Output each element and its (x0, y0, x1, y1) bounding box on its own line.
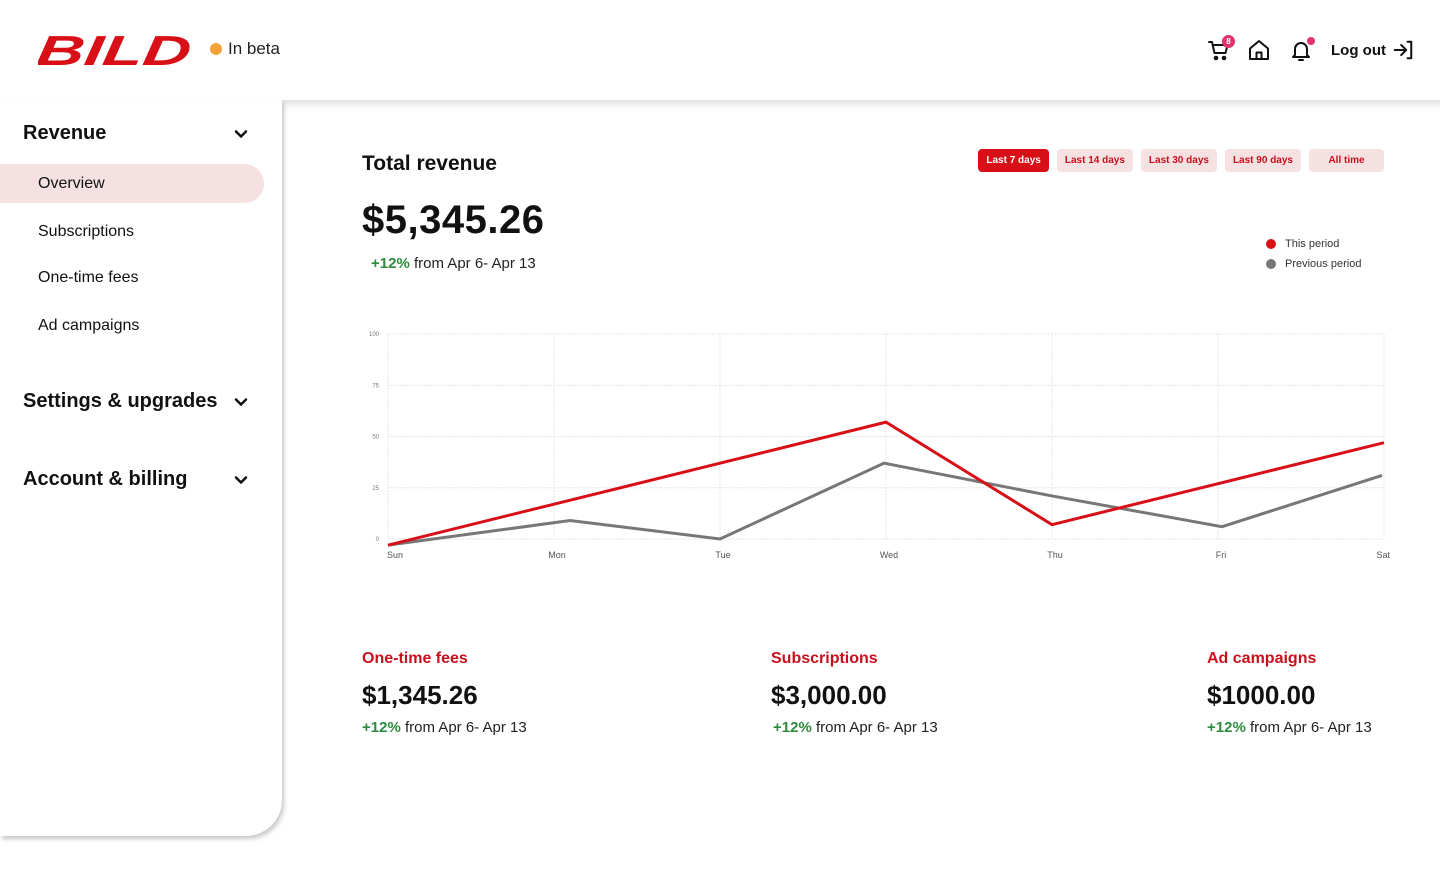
card-label: Ad campaigns (1207, 650, 1317, 667)
svg-text:Tue: Tue (715, 550, 730, 560)
legend-label: Previous period (1285, 258, 1362, 270)
section-label: Revenue (23, 122, 107, 144)
legend-label: This period (1285, 238, 1340, 250)
range-last-7-days[interactable]: Last 7 days (978, 149, 1049, 172)
range-all-time[interactable]: All time (1309, 149, 1384, 172)
sidebar-section-account-billing[interactable]: Account & billing (23, 468, 249, 491)
beta-label: In beta (228, 39, 280, 58)
sidebar: Revenue Overview Subscriptions One-time … (0, 100, 282, 836)
card-label: One-time fees (362, 650, 468, 667)
cart-button[interactable]: 8 (1203, 34, 1236, 66)
notification-dot (1307, 37, 1316, 45)
delta-text: from Apr 6- Apr 13 (815, 719, 938, 736)
sidebar-item-label: Ad campaigns (38, 316, 140, 334)
delta-text: from Apr 6- Apr 13 (404, 719, 527, 736)
card-label: Subscriptions (771, 650, 878, 667)
top-header: BILD In beta 8 Log (0, 0, 1440, 100)
home-icon (1249, 40, 1270, 60)
legend-dot-red (1266, 239, 1276, 249)
header-actions: 8 Log out (1203, 34, 1414, 66)
cart-count-badge: 8 (1222, 35, 1236, 48)
chevron-down-icon (234, 475, 248, 484)
card-delta: +12% from Apr 6- Apr 13 (1207, 719, 1372, 736)
sidebar-item-subscriptions[interactable]: Subscriptions (0, 212, 264, 251)
legend-dot-gray (1266, 259, 1276, 269)
svg-text:0: 0 (376, 537, 380, 543)
logout-label: Log out (1331, 41, 1386, 59)
sidebar-item-overview[interactable]: Overview (0, 164, 264, 203)
page-title: Total revenue (362, 152, 497, 175)
range-last-30-days[interactable]: Last 30 days (1140, 149, 1217, 172)
range-last-90-days[interactable]: Last 90 days (1224, 149, 1301, 172)
legend-item-previous-period[interactable]: Previous period (1266, 254, 1361, 274)
logout-arrow-icon (1393, 40, 1413, 60)
svg-text:75: 75 (372, 383, 379, 389)
card-value: $1,345.26 (362, 680, 478, 710)
sidebar-item-label: Overview (38, 174, 105, 192)
date-range-selector: Last 7 days Last 14 days Last 30 days La… (978, 149, 1384, 172)
range-last-14-days[interactable]: Last 14 days (1056, 149, 1133, 172)
svg-text:25: 25 (372, 486, 379, 492)
svg-text:BILD: BILD (38, 30, 194, 70)
total-revenue-delta: +12% from Apr 6- Apr 13 (371, 255, 536, 272)
bild-logo[interactable]: BILD (38, 30, 198, 70)
svg-text:50: 50 (372, 435, 379, 441)
delta-percent: +12% (362, 719, 401, 736)
svg-text:Mon: Mon (548, 550, 566, 560)
sidebar-section-settings[interactable]: Settings & upgrades (23, 390, 249, 413)
sidebar-item-one-time-fees[interactable]: One-time fees (0, 258, 264, 297)
sidebar-item-label: One-time fees (38, 268, 139, 286)
svg-text:Fri: Fri (1216, 550, 1227, 560)
svg-text:100: 100 (369, 332, 380, 338)
card-one-time-fees[interactable]: One-time fees $1,345.26 +12% from Apr 6-… (362, 650, 527, 736)
chevron-down-icon (234, 397, 248, 406)
beta-status-dot (210, 43, 222, 55)
home-button[interactable] (1243, 34, 1275, 66)
chart-legend: This period Previous period (1266, 234, 1361, 274)
delta-text: from Apr 6- Apr 13 (1249, 719, 1372, 736)
logout-button[interactable]: Log out (1331, 39, 1414, 61)
delta-text: from Apr 6- Apr 13 (413, 255, 536, 272)
delta-percent: +12% (773, 719, 812, 736)
svg-text:Sun: Sun (387, 550, 403, 560)
chevron-down-icon (234, 129, 248, 138)
card-value: $3,000.00 (771, 680, 887, 710)
section-label: Account & billing (23, 468, 188, 490)
total-revenue-value: $5,345.26 (362, 198, 545, 242)
main-content: Total revenue $5,345.26 +12% from Apr 6-… (282, 100, 1440, 883)
svg-text:Sat: Sat (1376, 550, 1390, 560)
sidebar-section-revenue[interactable]: Revenue (23, 122, 249, 145)
sidebar-item-ad-campaigns[interactable]: Ad campaigns (0, 306, 264, 345)
delta-percent: +12% (1207, 719, 1246, 736)
notifications-button[interactable] (1285, 34, 1317, 66)
svg-text:Thu: Thu (1047, 550, 1063, 560)
card-delta: +12% from Apr 6- Apr 13 (362, 719, 527, 736)
beta-badge: In beta (210, 39, 280, 59)
card-delta: +12% from Apr 6- Apr 13 (771, 719, 938, 736)
card-ad-campaigns[interactable]: Ad campaigns $1000.00 +12% from Apr 6- A… (1207, 650, 1372, 736)
delta-percent: +12% (371, 255, 410, 272)
svg-text:Wed: Wed (880, 550, 898, 560)
legend-item-this-period[interactable]: This period (1266, 234, 1361, 254)
card-value: $1000.00 (1207, 680, 1316, 710)
bell-icon (1292, 42, 1311, 61)
sidebar-item-label: Subscriptions (38, 222, 135, 240)
card-subscriptions[interactable]: Subscriptions $3,000.00 +12% from Apr 6-… (771, 650, 938, 736)
section-label: Settings & upgrades (23, 390, 218, 412)
